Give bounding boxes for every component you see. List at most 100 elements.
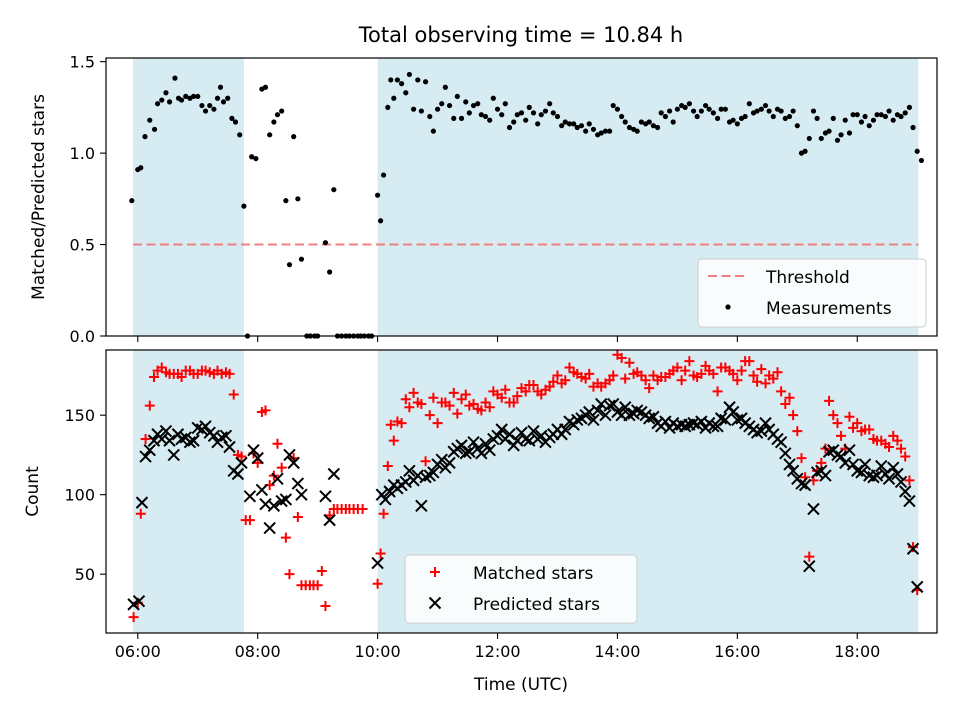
matched-star-point	[512, 391, 523, 402]
matched-star-point	[712, 386, 723, 397]
measurement-point	[232, 119, 239, 125]
matched-star-point	[680, 365, 691, 376]
matched-star-point	[736, 365, 747, 376]
bottom-x-axis: 06:00 08:00 10:00 12:00 14:00 16:00 18:00	[115, 633, 880, 661]
predicted-star-point	[591, 404, 604, 417]
measurement-point	[241, 203, 247, 209]
predicted-star-point	[603, 399, 616, 412]
matched-star-point	[804, 551, 815, 562]
predicted-star-point	[459, 447, 472, 460]
measurement-point	[253, 155, 259, 162]
measurement-point	[730, 117, 736, 123]
measurement-point	[249, 154, 255, 160]
measurement-point	[220, 99, 227, 105]
predicted-star-point	[383, 485, 396, 498]
matched-star-point	[444, 400, 455, 411]
predicted-star-point	[183, 436, 197, 449]
matched-star-point	[908, 542, 919, 553]
matched-star-point	[236, 451, 247, 462]
matched-star-point	[900, 451, 911, 462]
measurement-point	[718, 106, 724, 112]
measurement-point	[710, 110, 716, 116]
predicted-star-point	[803, 560, 816, 573]
measurement-point	[478, 112, 484, 118]
predicted-star-point	[415, 499, 428, 513]
measurement-point	[655, 124, 661, 131]
measurement-point	[298, 256, 305, 262]
measurement-point	[487, 117, 493, 123]
x-tick-label: 18:00	[834, 642, 880, 661]
predicted-star-point	[219, 429, 233, 443]
matched-star-point	[424, 410, 435, 421]
measurement-point	[394, 77, 400, 83]
measurement-point	[586, 121, 592, 127]
matched-star-point	[768, 373, 779, 384]
measurement-point	[442, 84, 448, 90]
predicted-star-point	[187, 434, 200, 447]
measurement-point	[619, 113, 625, 120]
matched-star-point	[852, 418, 863, 429]
measurement-point	[202, 108, 209, 114]
predicted-star-point	[899, 485, 912, 498]
measurement-point	[406, 71, 412, 78]
measurement-point	[142, 134, 148, 140]
predicted-star-point	[599, 408, 612, 422]
measurement-point	[475, 101, 481, 107]
top-axes-frame	[105, 57, 938, 337]
measurement-point	[523, 117, 529, 123]
predicted-star-point	[323, 513, 336, 527]
predicted-star-point	[139, 450, 152, 463]
matched-star-point	[548, 376, 559, 387]
matched-star-point	[292, 511, 303, 522]
predicted-star-point	[807, 502, 820, 516]
measurement-point	[418, 108, 424, 114]
y-tick-label: 50	[75, 565, 95, 584]
predicted-star-point	[175, 432, 188, 446]
y-tick-label: 0.5	[70, 236, 95, 255]
measurement-point	[898, 113, 904, 120]
measurement-point	[602, 128, 609, 134]
measurement-point	[262, 84, 269, 90]
predicted-star-point	[623, 408, 636, 422]
predicted-star-point	[319, 490, 332, 503]
measurement-point	[746, 101, 752, 107]
matched-star-point	[744, 356, 755, 367]
measurement-point	[754, 108, 760, 114]
measurement-point	[547, 101, 553, 107]
predicted-star-point	[887, 461, 900, 474]
measurement-point	[207, 102, 213, 109]
predicted-star-point	[631, 404, 644, 417]
matched-star-point	[616, 352, 627, 363]
measurement-point	[714, 115, 721, 121]
measurement-point	[670, 119, 676, 125]
matched-star-point	[135, 508, 146, 519]
matched-star-point	[676, 375, 687, 386]
measurement-point	[782, 115, 788, 121]
matched-star-point	[448, 387, 459, 398]
measurement-point	[271, 119, 277, 125]
measurement-point	[530, 110, 537, 116]
matched-star-point	[776, 386, 787, 397]
measurement-point	[914, 148, 920, 154]
matched-star-point	[148, 372, 159, 383]
top-x-ticks	[137, 336, 858, 342]
measurement-point	[454, 93, 460, 100]
predicted-star-point	[607, 397, 620, 411]
measurement-point	[646, 119, 652, 125]
measurement-point	[494, 106, 501, 112]
measurement-point	[190, 93, 197, 100]
predicted-star-point	[132, 594, 146, 608]
matched-star-point	[528, 379, 539, 390]
measurement-point	[786, 113, 793, 120]
matched-star-point	[378, 508, 389, 519]
predicted-star-point	[167, 448, 180, 462]
measurement-point	[790, 108, 796, 114]
measurement-point	[458, 115, 465, 121]
measurement-point	[862, 113, 868, 120]
measurement-point	[375, 192, 381, 198]
measurement-point	[159, 97, 165, 103]
measurement-point	[858, 119, 865, 125]
legend-matched-swatch	[430, 567, 440, 577]
measurement-point	[535, 121, 541, 127]
